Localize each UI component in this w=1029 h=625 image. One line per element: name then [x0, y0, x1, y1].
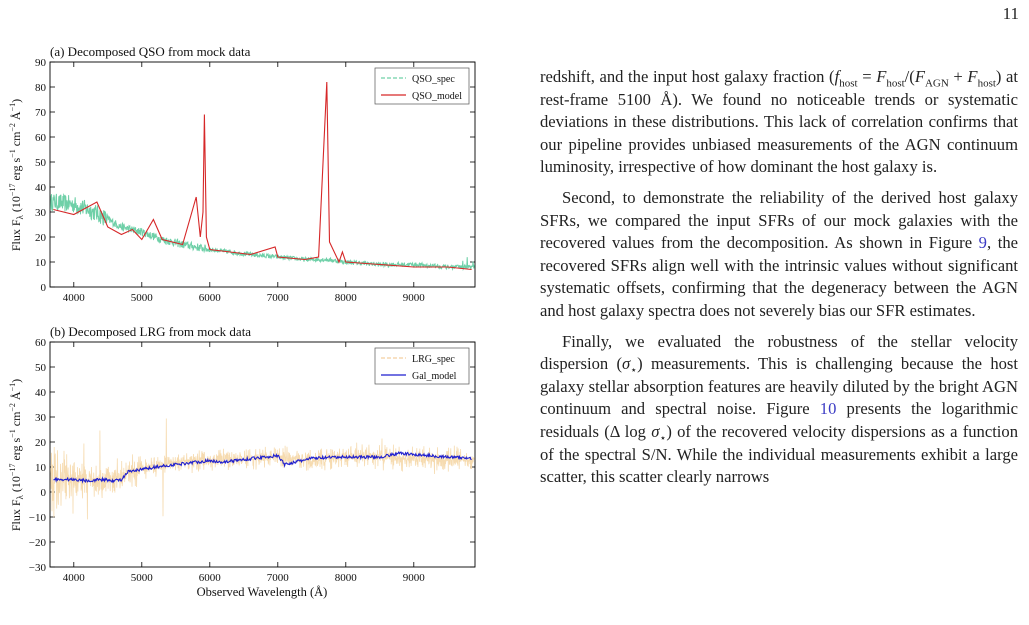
- y-tick-label: 10: [35, 462, 47, 474]
- y-tick-label: 40: [35, 182, 47, 194]
- figure-10-link[interactable]: 10: [819, 399, 837, 419]
- y-tick-label: 50: [35, 157, 47, 169]
- lrg-spec-line: [50, 418, 475, 520]
- legend-qso-spec: QSO_spec: [412, 74, 455, 85]
- y-tick-label: 30: [35, 207, 47, 219]
- panel-a-ylabel: Flux Fλ (10−17 erg s−1 cm−2 Å−1): [8, 99, 25, 251]
- panel-b-ylabel: Flux Fλ (10−17 erg s−1 cm−2 Å−1): [8, 379, 25, 531]
- paragraph-3: Finally, we evaluated the robustness of …: [540, 331, 1019, 487]
- y-tick-label: −20: [29, 537, 47, 549]
- panel-a-axes: 4000 5000 6000 7000 8000 9000 0 10 20 30 40 50 60 70 8…: [35, 57, 475, 304]
- y-tick-label: 20: [35, 232, 47, 244]
- y-tick-label: 60: [35, 132, 47, 144]
- y-tick-label: 60: [35, 337, 47, 349]
- page-number: 11: [1002, 4, 1019, 23]
- x-tick-label: 8000: [335, 292, 358, 304]
- figure-spectra: (a) Decomposed QSO from mock data 4000 50…: [8, 44, 476, 599]
- y-tick-label: 30: [35, 412, 47, 424]
- gal-model-line: [53, 450, 472, 484]
- y-tick-label: 80: [35, 82, 47, 94]
- panel-b-xlabel: Observed Wavelength (Å): [197, 585, 328, 599]
- x-tick-label: 9000: [403, 292, 426, 304]
- paragraph-2: Second, to demonstrate the reliability o…: [540, 187, 1018, 320]
- legend-lrg-spec: LRG_spec: [412, 354, 455, 365]
- panel-b-frame: [49, 341, 476, 568]
- panel-a-title: (a) Decomposed QSO from mock data: [50, 44, 251, 59]
- y-tick-label: −10: [29, 512, 47, 524]
- x-tick-label: 5000: [131, 292, 154, 304]
- x-tick-label: 6000: [199, 292, 222, 304]
- y-tick-label: 10: [35, 257, 47, 269]
- y-tick-label: 0: [41, 487, 47, 499]
- x-tick-label: 4000: [63, 572, 86, 584]
- y-tick-label: 70: [35, 107, 47, 119]
- y-tick-label: 0: [41, 282, 47, 294]
- panel-a-frame: [49, 61, 476, 288]
- body-text: redshift, and the input host galaxy frac…: [540, 66, 1018, 489]
- panel-a-legend: QSO_spec QSO_model: [374, 67, 470, 105]
- panel-b-axes: 4000 5000 6000 7000 8000 9000 −30 −20 −10 0 10 20 30…: [29, 337, 475, 584]
- paragraph-1: redshift, and the input host galaxy frac…: [540, 67, 1019, 177]
- x-tick-label: 5000: [131, 572, 154, 584]
- figure-9-link[interactable]: 9: [978, 233, 987, 253]
- x-tick-label: 8000: [335, 572, 358, 584]
- qso-spec-line: [50, 193, 475, 271]
- x-tick-label: 4000: [63, 292, 86, 304]
- y-tick-label: 90: [35, 57, 47, 69]
- x-tick-label: 9000: [403, 572, 426, 584]
- panel-b: (b) Decomposed LRG from mock data 4000 50…: [8, 324, 476, 599]
- x-tick-label: 7000: [267, 572, 290, 584]
- x-tick-label: 7000: [267, 292, 290, 304]
- panel-a: (a) Decomposed QSO from mock data 4000 50…: [8, 44, 476, 304]
- panel-b-legend: LRG_spec Gal_model: [374, 347, 470, 385]
- y-tick-label: 50: [35, 362, 47, 374]
- qso-model-line: [53, 81, 472, 271]
- legend-gal-model: Gal_model: [412, 371, 457, 382]
- legend-qso-model: QSO_model: [412, 91, 462, 102]
- y-tick-label: 20: [35, 437, 47, 449]
- x-tick-label: 6000: [199, 572, 222, 584]
- y-tick-label: −30: [29, 562, 47, 574]
- y-tick-label: 40: [35, 387, 47, 399]
- panel-b-title: (b) Decomposed LRG from mock data: [50, 324, 251, 339]
